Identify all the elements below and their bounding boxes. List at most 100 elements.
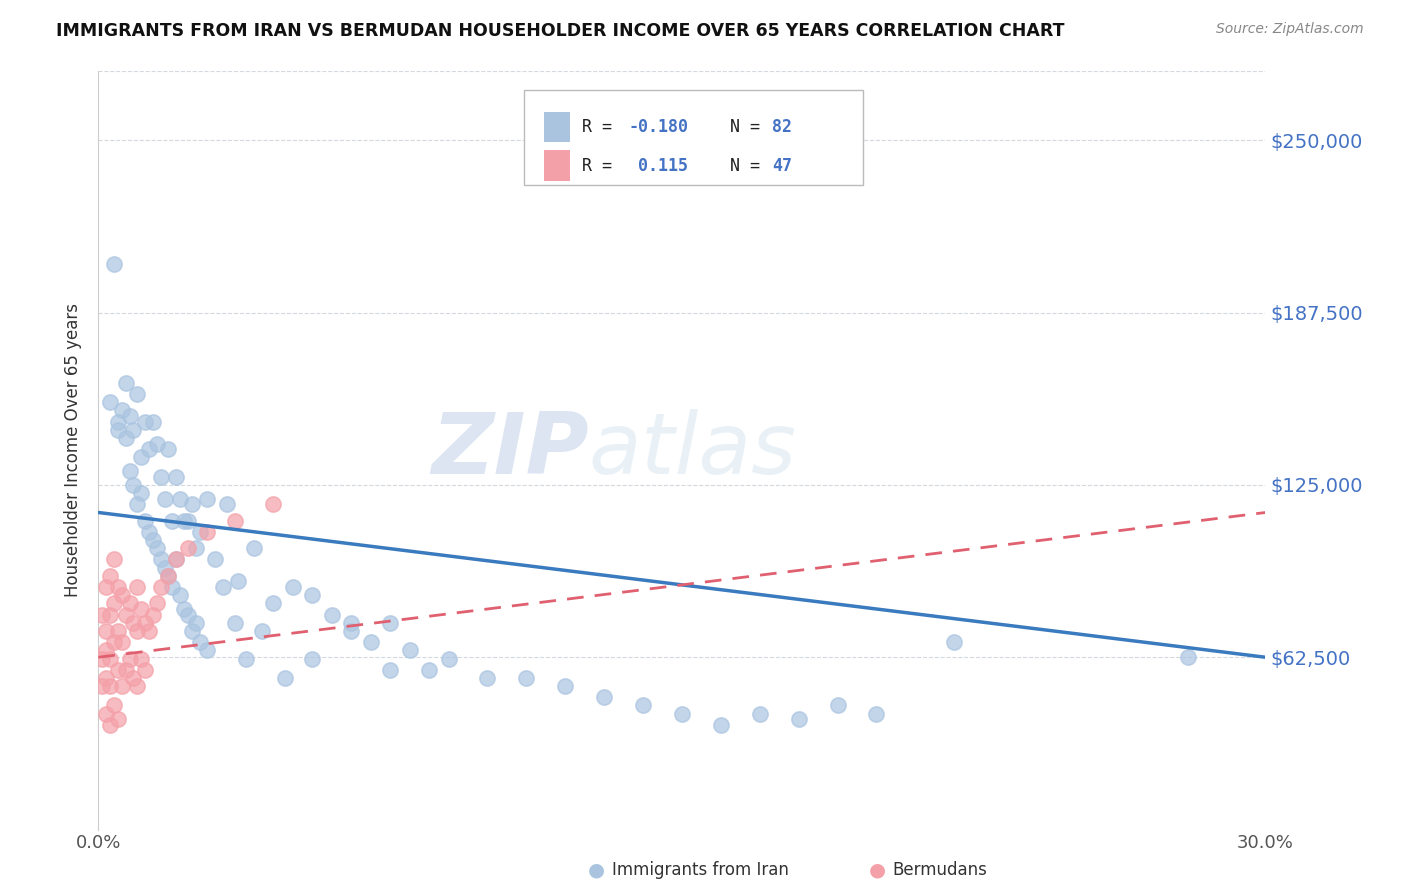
- Immigrants from Iran: [943, 635, 966, 649]
- Bermudans: [107, 624, 129, 638]
- Immigrants from Iran: [173, 514, 195, 528]
- Bermudans: [177, 541, 200, 556]
- Bermudans: [103, 552, 125, 566]
- Bermudans: [127, 679, 149, 693]
- Bermudans: [146, 597, 169, 611]
- Bermudans: [118, 651, 141, 665]
- Bermudans: [98, 718, 121, 732]
- Immigrants from Iran: [380, 663, 402, 677]
- Bermudans: [91, 651, 114, 665]
- Text: IMMIGRANTS FROM IRAN VS BERMUDAN HOUSEHOLDER INCOME OVER 65 YEARS CORRELATION CH: IMMIGRANTS FROM IRAN VS BERMUDAN HOUSEHO…: [56, 22, 1064, 40]
- Bermudans: [114, 607, 136, 622]
- Immigrants from Iran: [173, 602, 195, 616]
- Bermudans: [96, 671, 118, 685]
- Immigrants from Iran: [787, 712, 810, 726]
- Immigrants from Iran: [169, 491, 191, 506]
- Bermudans: [129, 602, 152, 616]
- Immigrants from Iran: [827, 698, 849, 713]
- Bermudans: [134, 615, 156, 630]
- Bermudans: [122, 671, 145, 685]
- Immigrants from Iran: [340, 624, 363, 638]
- Bermudans: [111, 588, 134, 602]
- Bermudans: [107, 712, 129, 726]
- Immigrants from Iran: [188, 524, 211, 539]
- Immigrants from Iran: [515, 671, 537, 685]
- Text: N =: N =: [710, 119, 770, 136]
- Immigrants from Iran: [134, 415, 156, 429]
- Bermudans: [262, 497, 284, 511]
- Immigrants from Iran: [165, 469, 187, 483]
- Bermudans: [96, 706, 118, 721]
- Immigrants from Iran: [188, 635, 211, 649]
- Bermudans: [96, 580, 118, 594]
- Immigrants from Iran: [243, 541, 266, 556]
- Immigrants from Iran: [153, 491, 176, 506]
- Text: 47: 47: [772, 157, 792, 175]
- Immigrants from Iran: [865, 706, 887, 721]
- Bermudans: [103, 698, 125, 713]
- Immigrants from Iran: [671, 706, 693, 721]
- Bermudans: [149, 580, 172, 594]
- Immigrants from Iran: [118, 409, 141, 423]
- Text: 0.115: 0.115: [628, 157, 688, 175]
- Immigrants from Iran: [157, 442, 180, 456]
- Bermudans: [96, 643, 118, 657]
- Y-axis label: Householder Income Over 65 years: Householder Income Over 65 years: [65, 303, 83, 598]
- Immigrants from Iran: [111, 403, 134, 417]
- Bermudans: [122, 615, 145, 630]
- Text: atlas: atlas: [589, 409, 797, 492]
- Immigrants from Iran: [212, 580, 235, 594]
- Bermudans: [91, 679, 114, 693]
- Immigrants from Iran: [1177, 650, 1199, 665]
- Immigrants from Iran: [138, 524, 160, 539]
- Immigrants from Iran: [710, 718, 733, 732]
- Immigrants from Iran: [146, 541, 169, 556]
- Immigrants from Iran: [162, 580, 184, 594]
- Immigrants from Iran: [142, 533, 165, 547]
- Bermudans: [96, 624, 118, 638]
- Immigrants from Iran: [165, 552, 187, 566]
- Immigrants from Iran: [122, 423, 145, 437]
- Immigrants from Iran: [321, 607, 343, 622]
- Immigrants from Iran: [340, 615, 363, 630]
- Immigrants from Iran: [215, 497, 238, 511]
- Immigrants from Iran: [142, 415, 165, 429]
- Immigrants from Iran: [180, 497, 202, 511]
- Bermudans: [142, 607, 165, 622]
- Bermudans: [98, 607, 121, 622]
- Immigrants from Iran: [301, 588, 323, 602]
- Immigrants from Iran: [184, 541, 207, 556]
- Immigrants from Iran: [107, 423, 129, 437]
- Immigrants from Iran: [162, 514, 184, 528]
- Immigrants from Iran: [129, 450, 152, 465]
- Bermudans: [165, 552, 187, 566]
- Bermudans: [129, 651, 152, 665]
- Bermudans: [114, 663, 136, 677]
- Text: Source: ZipAtlas.com: Source: ZipAtlas.com: [1216, 22, 1364, 37]
- Immigrants from Iran: [138, 442, 160, 456]
- FancyBboxPatch shape: [524, 90, 863, 186]
- Bar: [544, 151, 569, 181]
- Bermudans: [103, 597, 125, 611]
- Immigrants from Iran: [118, 464, 141, 478]
- Immigrants from Iran: [418, 663, 440, 677]
- Immigrants from Iran: [437, 651, 460, 665]
- Bermudans: [107, 663, 129, 677]
- Bermudans: [91, 607, 114, 622]
- Bermudans: [111, 679, 134, 693]
- Text: R =: R =: [582, 157, 621, 175]
- Immigrants from Iran: [157, 569, 180, 583]
- Text: ●: ●: [869, 860, 886, 880]
- Bermudans: [127, 624, 149, 638]
- Immigrants from Iran: [398, 643, 420, 657]
- Immigrants from Iran: [146, 436, 169, 450]
- Bermudans: [118, 597, 141, 611]
- Immigrants from Iran: [169, 588, 191, 602]
- Text: ●: ●: [588, 860, 605, 880]
- Text: Bermudans: Bermudans: [893, 861, 987, 879]
- Immigrants from Iran: [360, 635, 382, 649]
- Bermudans: [98, 679, 121, 693]
- Immigrants from Iran: [748, 706, 770, 721]
- Bermudans: [98, 569, 121, 583]
- Bermudans: [103, 635, 125, 649]
